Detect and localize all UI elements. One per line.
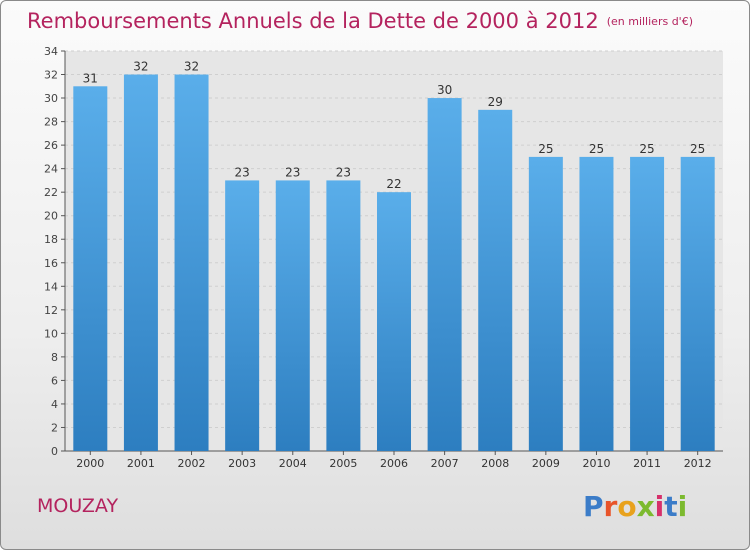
y-tick-label: 10: [44, 327, 58, 340]
y-tick-label: 22: [44, 186, 58, 199]
y-tick-label: 26: [44, 139, 58, 152]
logo-letter: i: [677, 490, 688, 523]
y-tick-label: 12: [44, 304, 58, 317]
logo-letter: o: [617, 490, 637, 523]
y-tick-label: 28: [44, 116, 58, 129]
bar-value-label: 29: [488, 95, 503, 109]
y-tick-label: 32: [44, 69, 58, 82]
y-tick-label: 30: [44, 92, 58, 105]
y-tick-label: 24: [44, 163, 58, 176]
bar: [427, 98, 462, 451]
chart-title-text: Remboursements Annuels de la Dette de 20…: [27, 9, 599, 33]
x-tick-label: 2007: [431, 457, 459, 470]
bar: [225, 180, 260, 452]
x-tick-label: 2001: [127, 457, 155, 470]
bar: [275, 180, 310, 452]
bar-value-label: 25: [538, 142, 553, 156]
y-tick-label: 34: [44, 45, 58, 58]
bar: [326, 180, 361, 452]
bar: [174, 74, 209, 451]
bar-value-label: 23: [285, 165, 300, 179]
y-tick-label: 14: [44, 280, 58, 293]
x-tick-label: 2011: [633, 457, 661, 470]
bar-value-label: 32: [133, 60, 148, 74]
x-tick-label: 2002: [178, 457, 206, 470]
proxiti-logo: Proxiti: [583, 490, 687, 523]
place-name: MOUZAY: [37, 495, 119, 517]
y-tick-label: 2: [51, 421, 58, 434]
bar: [680, 156, 715, 451]
logo-letter: r: [603, 490, 618, 523]
x-tick-label: 2006: [380, 457, 408, 470]
bar: [630, 156, 665, 451]
y-tick-label: 4: [51, 398, 58, 411]
x-tick-label: 2009: [532, 457, 560, 470]
x-tick-label: 2008: [481, 457, 509, 470]
bar-value-label: 32: [184, 60, 199, 74]
y-tick-label: 18: [44, 233, 58, 246]
y-tick-label: 0: [51, 445, 58, 458]
x-tick-label: 2012: [684, 457, 712, 470]
bar: [123, 74, 158, 451]
logo-letter: x: [636, 490, 655, 523]
y-tick-label: 16: [44, 257, 58, 270]
bar-value-label: 25: [589, 142, 604, 156]
bar-value-label: 22: [386, 177, 401, 191]
logo-letter: P: [583, 490, 604, 523]
bar: [478, 109, 513, 451]
bar: [579, 156, 614, 451]
y-tick-label: 8: [51, 351, 58, 364]
bar-value-label: 23: [336, 165, 351, 179]
chart-unit-label: (en milliers d'€): [606, 15, 693, 28]
bar: [377, 192, 411, 452]
bar-value-label: 25: [690, 142, 705, 156]
logo-letter: i: [654, 490, 665, 523]
x-tick-label: 2003: [228, 457, 256, 470]
logo-letter: t: [664, 490, 678, 523]
bar-value-label: 30: [437, 83, 452, 97]
bar-value-label: 25: [639, 142, 654, 156]
x-tick-label: 2004: [279, 457, 307, 470]
chart-title: Remboursements Annuels de la Dette de 20…: [27, 9, 693, 33]
y-tick-label: 20: [44, 210, 58, 223]
x-tick-label: 2005: [329, 457, 357, 470]
x-tick-label: 2010: [582, 457, 610, 470]
bar-value-label: 31: [83, 71, 98, 85]
bar: [73, 86, 108, 451]
bar: [528, 156, 563, 451]
bar-value-label: 23: [235, 165, 250, 179]
y-tick-label: 6: [51, 374, 58, 387]
x-tick-label: 2000: [76, 457, 104, 470]
